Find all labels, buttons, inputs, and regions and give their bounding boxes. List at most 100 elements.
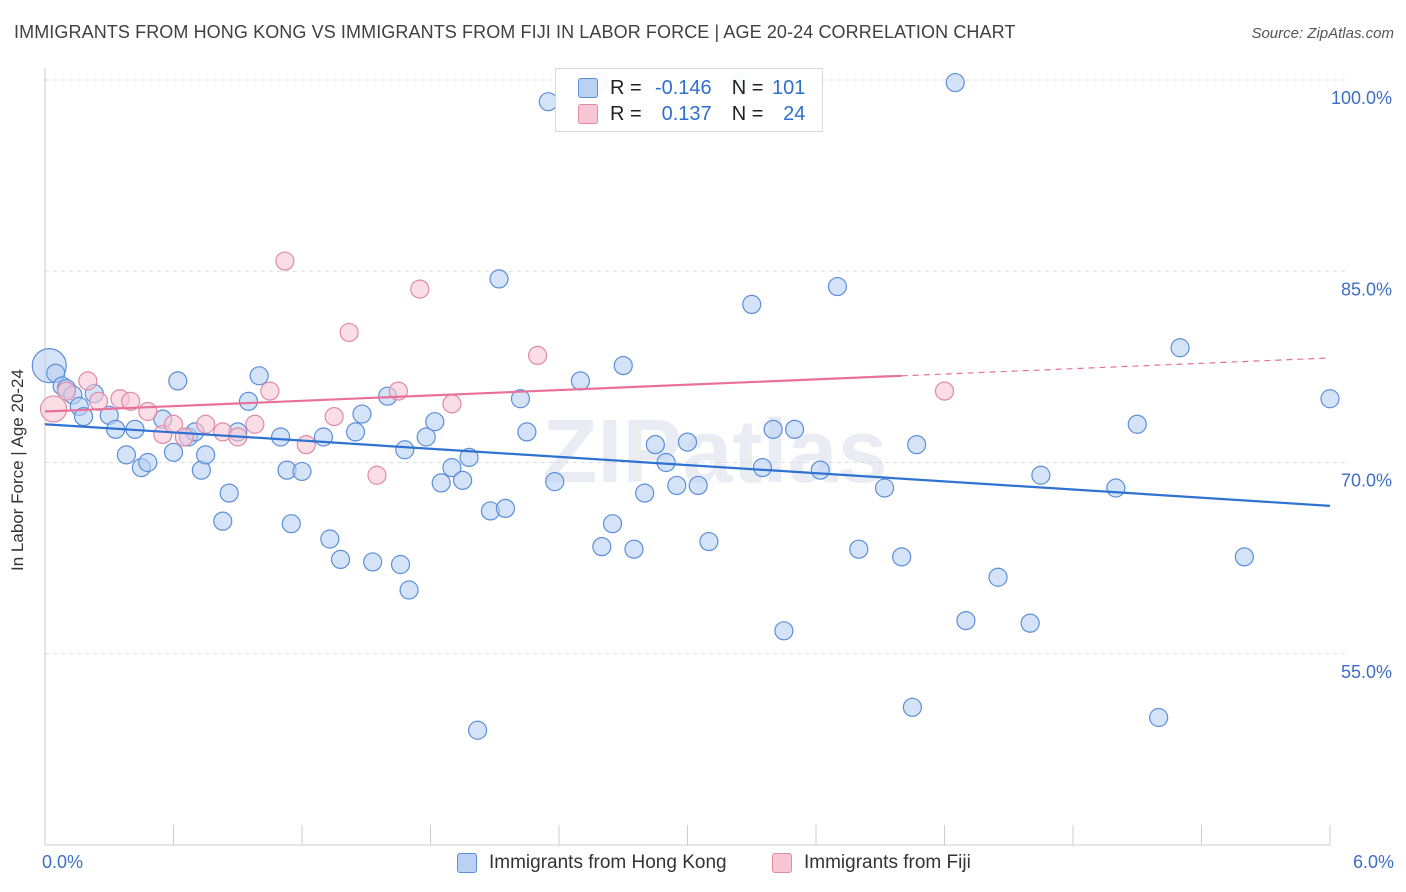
hong-kong-point <box>1106 478 1126 498</box>
hong-kong-point <box>645 435 665 455</box>
legend-item-fiji: Immigrants from Fiji <box>772 852 971 874</box>
y-tick-label: 55.0% <box>1341 662 1392 682</box>
hong-kong-point <box>1020 613 1040 633</box>
hong-kong-point <box>468 720 488 740</box>
hong-kong-point <box>1320 389 1340 409</box>
legend-label-hong-kong: Immigrants from Hong Kong <box>489 852 727 873</box>
r-label: R = <box>610 102 642 125</box>
hong-kong-point <box>138 452 158 473</box>
n-label: N = <box>731 102 764 125</box>
hong-kong-point <box>292 461 312 482</box>
hong-kong-point <box>238 391 259 411</box>
source-credit: Source: ZipAtlas.com <box>1251 25 1394 42</box>
fiji-point <box>934 381 955 401</box>
hong-kong-point <box>602 514 623 534</box>
hong-kong-point <box>442 458 462 478</box>
watermark: ZIPatlas <box>542 402 887 502</box>
n-value-hong-kong: 101 <box>772 76 806 99</box>
fiji-point <box>88 391 109 411</box>
hong-kong-point <box>431 473 451 493</box>
legend-row-fiji: R = 0.137 N = 24 <box>578 102 805 126</box>
hong-kong-point <box>459 447 479 467</box>
hong-kong-point <box>213 511 233 531</box>
fiji-point <box>367 465 387 485</box>
hong-kong-point <box>742 294 762 314</box>
fiji-point <box>138 401 158 422</box>
legend-item-hong-kong: Immigrants from Hong Kong <box>457 852 727 874</box>
fiji-point <box>174 427 194 447</box>
fiji-point <box>78 371 98 391</box>
hong-kong-point <box>907 435 927 455</box>
hong-kong-point <box>453 470 473 490</box>
hong-kong-point <box>489 269 509 289</box>
y-tick-label: 70.0% <box>1341 471 1392 491</box>
hong-kong-point <box>677 432 698 452</box>
hong-kong-points <box>31 72 1340 740</box>
hong-kong-point <box>270 427 291 447</box>
legend-row-hong-kong: R = -0.146 N = 101 <box>578 76 805 100</box>
hong-kong-point <box>613 356 633 376</box>
hong-kong-point <box>196 445 216 465</box>
hong-kong-point <box>249 366 269 386</box>
hong-kong-point <box>168 371 188 391</box>
y-tick-label: 100.0% <box>1331 88 1392 108</box>
hong-kong-point <box>763 419 783 439</box>
trend-lines <box>44 357 1331 507</box>
fiji-point <box>339 322 359 343</box>
y-tick-label: 85.0% <box>1341 279 1392 299</box>
hong-kong-point <box>688 475 708 496</box>
fiji-trend-extension <box>901 357 1331 377</box>
hong-kong-point <box>330 549 351 570</box>
n-label: N = <box>731 76 764 99</box>
hong-kong-point <box>849 539 869 559</box>
chart-title: IMMIGRANTS FROM HONG KONG VS IMMIGRANTS … <box>14 22 1016 42</box>
gridlines <box>45 79 1345 655</box>
fiji-legend-swatch <box>772 853 792 873</box>
r-value-hong-kong: -0.146 <box>654 76 712 99</box>
hong-kong-point <box>116 445 136 465</box>
hong-kong-point <box>810 460 830 480</box>
fiji-point <box>324 407 344 427</box>
fiji-point <box>296 435 316 455</box>
fiji-point <box>410 279 430 299</box>
hong-kong-point <box>345 422 366 442</box>
hong-kong-point <box>1149 707 1169 728</box>
y-tick-labels: 55.0% 70.0% 85.0% 100.0% <box>1331 88 1392 682</box>
fiji-point <box>56 381 77 401</box>
fiji-point <box>39 395 68 423</box>
hong-kong-point <box>699 531 719 552</box>
fiji-trend-line <box>44 374 902 413</box>
r-value-fiji: 0.137 <box>661 102 712 125</box>
hong-kong-point <box>390 554 411 575</box>
hong-kong-point <box>892 547 912 567</box>
hong-kong-point <box>320 529 340 549</box>
hong-kong-point <box>399 580 419 600</box>
fiji-point <box>260 381 280 401</box>
hong-kong-point <box>495 498 516 518</box>
hong-kong-point <box>956 610 976 631</box>
hong-kong-point <box>510 389 531 409</box>
hong-kong-point <box>416 427 436 447</box>
hong-kong-point <box>1234 547 1254 567</box>
fiji-point <box>245 414 265 434</box>
hong-kong-point <box>1127 414 1147 434</box>
fiji-point <box>527 345 548 365</box>
fiji-swatch <box>578 104 598 124</box>
x-tick-label-max: 6.0% <box>1352 852 1394 872</box>
hong-kong-point <box>545 472 565 492</box>
hong-kong-point <box>752 458 773 478</box>
hong-kong-point <box>784 419 805 439</box>
fiji-point <box>442 394 462 414</box>
hong-kong-point <box>827 276 848 297</box>
fiji-point <box>196 414 216 434</box>
hong-kong-point <box>1170 338 1190 358</box>
hong-kong-point <box>902 697 922 717</box>
hong-kong-legend-swatch <box>457 853 477 873</box>
hong-kong-point <box>874 478 895 498</box>
x-tick-label-min: 0.0% <box>42 852 84 872</box>
hong-kong-point <box>363 552 383 572</box>
hong-kong-point <box>570 371 591 391</box>
hong-kong-point <box>281 514 301 534</box>
hong-kong-point <box>988 567 1008 587</box>
